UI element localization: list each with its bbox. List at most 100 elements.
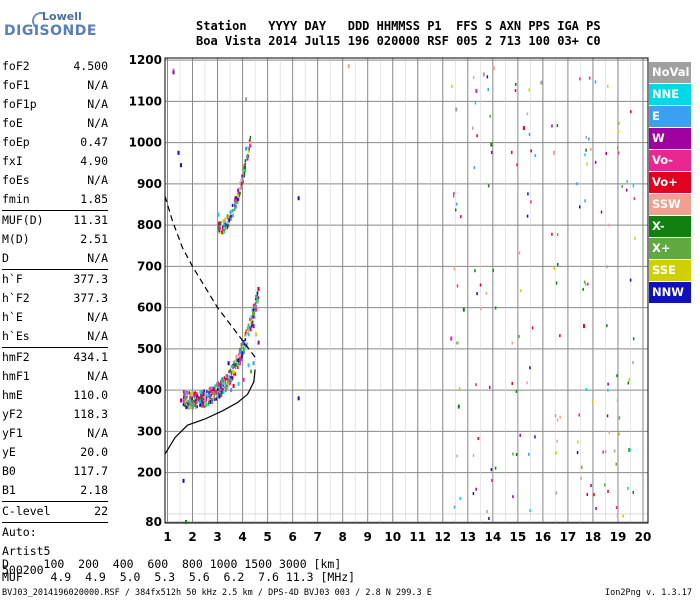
echo-mark [247,332,249,336]
noise-mark [632,490,635,494]
echo-mark [251,322,253,326]
param-row: yF1 N/A [2,424,108,443]
noise-mark [594,80,597,84]
data-point [252,361,255,366]
echo-mark [246,156,248,160]
echo-mark [241,351,244,355]
echo-mark [228,375,231,379]
echo-mark [236,355,238,359]
echo-mark [237,358,240,362]
noise-mark [607,382,609,386]
noise-mark [454,208,457,212]
echo-mark [244,159,247,163]
echo-mark [195,395,198,399]
data-point [627,447,630,452]
data-point [255,307,258,312]
param-row: foF2 4.500 [2,57,108,76]
noise-mark [628,378,631,382]
data-point [242,377,245,382]
echo-mark [205,403,208,407]
noise-mark [629,278,632,282]
param-name: M(D) [2,232,30,246]
param-note: Auto: [2,525,37,539]
param-row: fmin 1.85 [2,190,108,209]
echo-mark [240,178,243,182]
echo-mark [213,393,216,397]
x-tick-label: 13 [459,530,476,544]
echo-mark [216,394,219,398]
echo-mark [219,385,222,389]
legend-item: Vo- [649,150,691,171]
echo-mark [229,368,232,372]
ionogram-header: Station YYYY DAY DDD HHMMSS P1 FFS S AXN… [196,19,601,49]
echo-mark [243,164,246,168]
echo-mark [244,338,247,342]
noise-mark [514,89,517,93]
echo-mark [204,401,207,405]
echo-mark [229,210,232,214]
echo-mark [244,169,247,173]
data-point [462,307,465,312]
x-tick-label: 7 [313,530,321,544]
echo-mark [217,394,219,398]
echo-mark [240,346,243,350]
echo-mark [250,317,253,321]
echo-mark [217,389,220,393]
param-row: MUF(D) 11.31 [2,211,108,230]
echo-mark [218,386,221,390]
noise-mark [473,166,476,170]
echo-mark [256,296,258,300]
echo-mark [223,385,226,389]
echo-mark [194,392,196,396]
echo-mark [231,370,234,374]
noise-mark [606,265,608,269]
noise-mark [594,160,597,164]
echo-mark [237,189,239,193]
data-point [245,146,248,151]
echo-mark [224,224,227,228]
noise-mark [602,450,604,454]
noise-mark [511,381,513,385]
echo-mark [254,301,257,305]
param-name: fmin [2,192,30,206]
noise-mark [607,388,609,392]
echo-mark [256,291,259,295]
param-row: fxI 4.90 [2,152,108,171]
echo-mark [218,229,221,233]
echo-mark [219,390,221,394]
param-separator [2,210,108,211]
y-tick-label: 200 [137,466,162,480]
echo-mark [214,384,217,388]
noise-mark [586,492,589,496]
echo-mark [237,198,240,202]
echo-mark [189,395,191,399]
echo-mark [204,394,206,398]
echo-mark [190,405,192,409]
noise-mark [487,88,489,92]
noise-mark [582,287,584,291]
echo-mark [241,176,244,180]
echo-mark [238,362,240,366]
noise-mark [625,188,628,192]
echo-mark [205,396,208,400]
y-tick-label: 1100 [129,94,162,108]
param-row: foE N/A [2,114,108,133]
distance-row: D 100 200 400 600 800 1000 1500 3000 [km… [2,557,342,571]
echo-mark [238,348,241,352]
echo-mark [252,308,255,312]
echo-mark [230,372,233,376]
y-tick-label: 1200 [129,53,162,67]
y-tick-label: 300 [137,424,162,438]
echo-mark [243,342,245,346]
noise-mark [606,414,609,418]
echo-mark [220,394,223,398]
echo-mark [224,217,226,221]
noise-mark [576,182,578,186]
noise-mark [618,432,621,436]
echo-mark [234,365,237,369]
echo-mark [203,404,206,408]
param-row: B0 117.7 [2,462,108,481]
data-point [482,72,485,77]
echo-mark [211,388,213,392]
echo-mark [192,406,195,410]
